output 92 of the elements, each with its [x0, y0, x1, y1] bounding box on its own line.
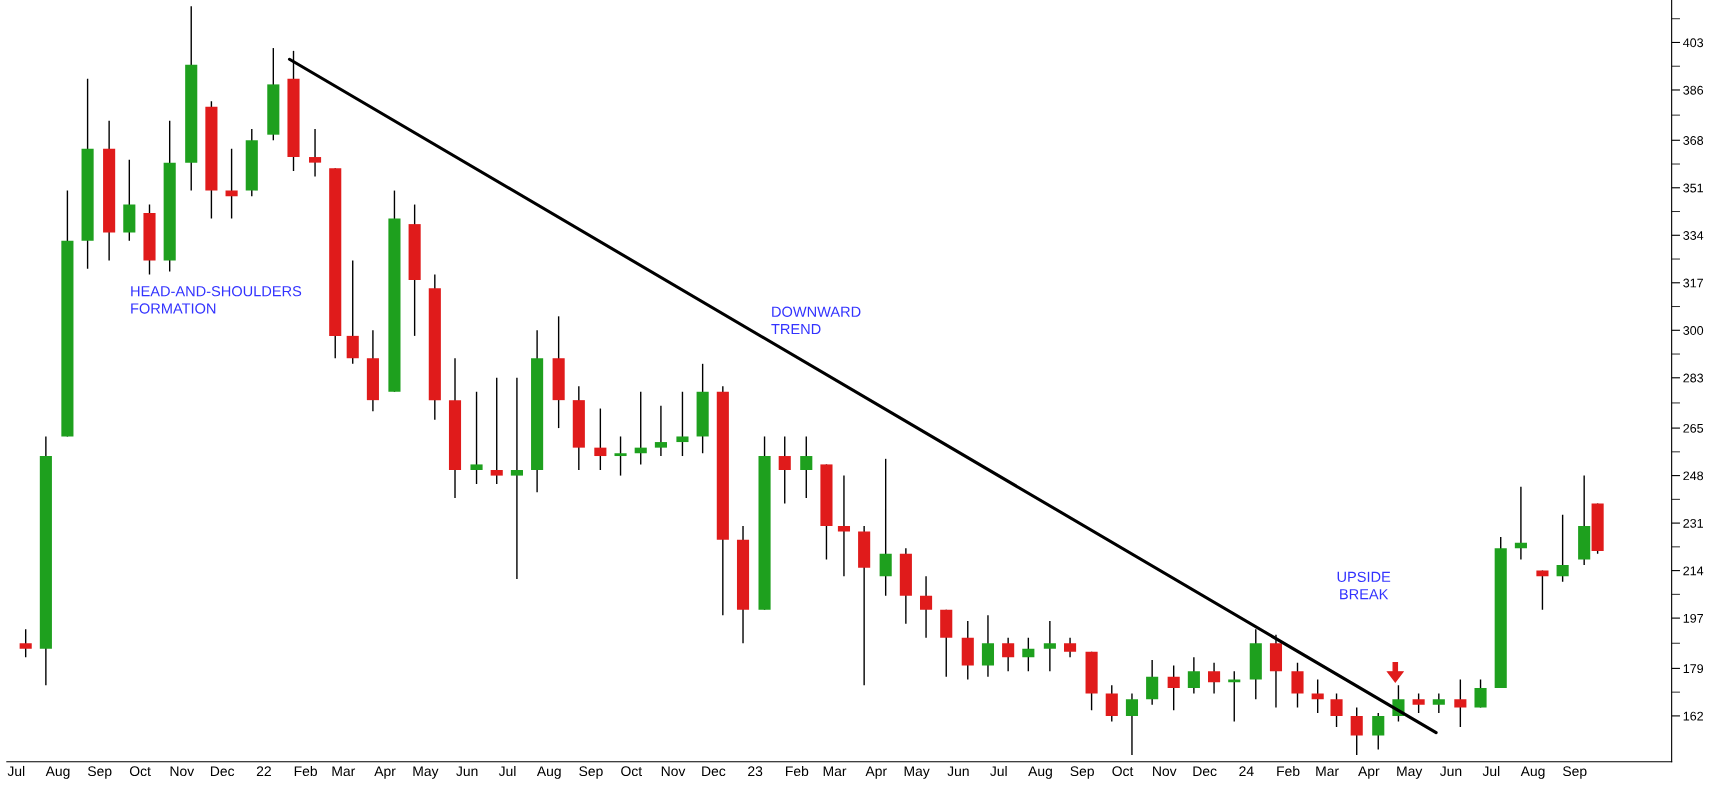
x-tick-label: Sep	[1563, 766, 1587, 779]
candlestick	[1125, 692, 1139, 756]
x-tick-label: 23	[748, 766, 763, 777]
x-tick-label: Jul	[498, 765, 516, 777]
x-tick-label: 24	[1239, 766, 1254, 776]
candlestick	[1208, 662, 1221, 695]
candlestick	[308, 128, 322, 178]
candlestick	[1350, 706, 1363, 756]
candlestick	[879, 458, 892, 597]
candlestick	[1167, 664, 1180, 712]
x-tick-label: Aug	[45, 766, 70, 779]
candlestick	[981, 614, 995, 678]
y-tick-label: 179	[1683, 664, 1704, 674]
y-tick-label: 231	[1683, 518, 1703, 528]
candlestick	[676, 391, 689, 457]
x-tick-label: Jun	[456, 766, 478, 777]
x-tick-label: Mar	[332, 766, 356, 777]
x-tick-label: Mar	[1316, 766, 1339, 777]
x-tick-label: Aug	[536, 766, 561, 779]
annotation: UPSIDE BREAK	[1337, 571, 1391, 600]
candlestick	[614, 435, 627, 477]
x-tick-label: Nov	[661, 766, 686, 777]
x-tick-label: Feb	[1277, 765, 1300, 777]
candlestick	[1556, 514, 1569, 583]
candlestick	[490, 377, 503, 485]
x-tick-label: Oct	[129, 766, 151, 777]
y-tick-label: 403	[1683, 38, 1704, 48]
y-tick-label: 214	[1683, 566, 1704, 576]
x-tick-label: Oct	[621, 766, 643, 777]
x-tick-label: Dec	[210, 766, 235, 777]
annotation: HEAD-AND-SHOULDERS FORMATION	[131, 286, 302, 314]
y-tick-label: 386	[1683, 85, 1704, 95]
x-tick-label: Jun	[1439, 766, 1462, 777]
x-tick-label: Apr	[1358, 766, 1380, 779]
x-tick-label: Jul	[1482, 765, 1500, 777]
x-tick-label: Dec	[702, 766, 726, 777]
candlestick	[1454, 678, 1467, 728]
candlestick	[346, 259, 359, 365]
x-tick-label: Apr	[865, 766, 887, 779]
candlestick	[470, 391, 483, 485]
candlestick	[1412, 692, 1425, 714]
x-tick-label: Sep	[87, 766, 112, 779]
x-tick-label: Nov	[1153, 766, 1177, 777]
x-tick-label: Jul	[990, 765, 1007, 777]
x-tick-label: Jun	[947, 766, 969, 777]
y-tick-label: 265	[1683, 423, 1704, 433]
y-tick-label: 283	[1683, 373, 1704, 383]
x-tick-label: May	[413, 766, 439, 779]
y-tick-label: 317	[1683, 278, 1703, 288]
candlestick	[1105, 684, 1118, 723]
candlestick	[1474, 678, 1487, 709]
candlestick	[920, 575, 933, 639]
candlestick	[1064, 636, 1077, 658]
x-tick-label: Feb	[786, 765, 809, 777]
candlestick	[800, 435, 813, 499]
x-tick-label: Dec	[1193, 766, 1217, 777]
y-tick-label: 248	[1683, 471, 1704, 481]
x-tick-label: Aug	[1028, 766, 1052, 779]
y-tick-label: 334	[1683, 231, 1704, 240]
x-tick-label: 22	[256, 766, 271, 776]
x-tick-label: Feb	[294, 765, 318, 777]
x-tick-label: Apr	[374, 766, 396, 779]
x-tick-label: Oct	[1112, 766, 1134, 777]
y-tick-label: 351	[1683, 183, 1703, 193]
candlestick	[1002, 636, 1015, 672]
x-tick-label: Nov	[170, 766, 195, 777]
candlestick	[1330, 692, 1343, 728]
candlestick	[778, 435, 791, 505]
y-tick-label: 300	[1683, 326, 1704, 335]
y-tick-label: 368	[1683, 136, 1704, 145]
candlestick	[1022, 636, 1035, 672]
candlestick	[1043, 620, 1056, 672]
candlestick	[1372, 712, 1385, 751]
x-tick-label: Mar	[823, 766, 847, 777]
candlestick	[1187, 656, 1200, 695]
x-tick-label: Sep	[1070, 766, 1094, 779]
candlestick	[1146, 659, 1159, 706]
x-tick-label: Aug	[1520, 766, 1545, 779]
candlestick	[654, 405, 667, 457]
y-tick-label: 197	[1683, 613, 1703, 623]
x-tick-label: May	[1397, 766, 1423, 779]
candlestick	[1432, 692, 1445, 714]
annotation: DOWNWARD TREND	[771, 306, 861, 335]
candlestick	[594, 407, 607, 471]
candlestick	[19, 628, 32, 658]
x-tick-label: May	[904, 766, 930, 779]
candlestick	[1536, 569, 1549, 611]
x-tick-label: Jul	[7, 765, 25, 777]
candlestick	[1291, 662, 1304, 709]
x-tick-label: Sep	[579, 766, 603, 779]
candlestick	[510, 377, 523, 580]
y-tick-label: 162	[1683, 711, 1703, 721]
